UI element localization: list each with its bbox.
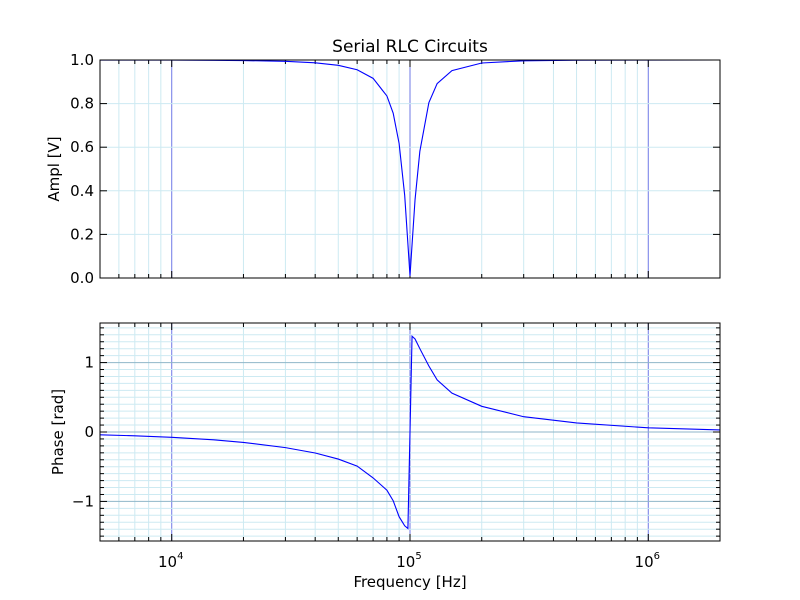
phase-y-axis-label: Phase [rad]: [49, 389, 67, 475]
x-tick-label-base: 10: [158, 553, 177, 571]
x-tick-label: 105: [396, 551, 421, 571]
x-tick-label: 106: [635, 551, 660, 571]
amplitude-y-tick-label: 0.2: [70, 225, 94, 243]
amplitude-axes-frame: [99, 59, 721, 279]
amplitude-panel: 0.0 0.2 0.4 0.6 0.8 1.0 Ampl [V]: [45, 51, 721, 287]
x-tick-label-exponent: 6: [654, 551, 660, 562]
x-tick-label-base: 10: [635, 553, 654, 571]
phase-curve: [99, 334, 721, 530]
amplitude-y-tick-label: 0.6: [70, 138, 94, 156]
amplitude-y-tick-label: 0.0: [70, 269, 94, 287]
x-tick-label-base: 10: [396, 553, 415, 571]
amplitude-y-tick-label: 0.8: [70, 95, 94, 113]
amplitude-curve: [99, 59, 721, 276]
x-axis-label: Frequency [Hz]: [353, 573, 466, 591]
x-tick-label-exponent: 5: [415, 551, 421, 562]
chart-title: Serial RLC Circuits: [332, 37, 488, 57]
phase-x-tick-labels: 104 105 106: [158, 551, 660, 571]
x-tick-label: 104: [158, 551, 183, 571]
amplitude-ticks: [99, 59, 721, 279]
amplitude-y-tick-labels: 0.0 0.2 0.4 0.6 0.8 1.0: [70, 51, 94, 287]
x-tick-label-exponent: 4: [177, 551, 183, 562]
phase-y-tick-label: 1: [84, 354, 94, 372]
phase-y-tick-label: 0: [84, 423, 94, 441]
phase-axes-frame: [99, 322, 721, 542]
phase-y-tick-labels: −1 0 1: [72, 354, 94, 511]
amplitude-y-tick-label: 1.0: [70, 51, 94, 69]
amplitude-y-axis-label: Ampl [V]: [45, 136, 63, 201]
phase-ticks: [99, 323, 721, 541]
amplitude-y-tick-label: 0.4: [70, 182, 94, 200]
phase-panel: −101 104 105 106 Phase [rad] Frequency [Hz…: [49, 322, 721, 591]
phase-y-tick-label: −1: [72, 492, 94, 510]
